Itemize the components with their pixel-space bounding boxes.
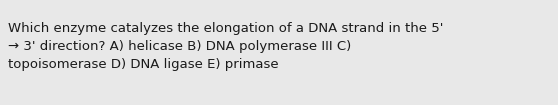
Text: Which enzyme catalyzes the elongation of a DNA strand in the 5'
→ 3' direction? : Which enzyme catalyzes the elongation of… <box>8 22 444 71</box>
